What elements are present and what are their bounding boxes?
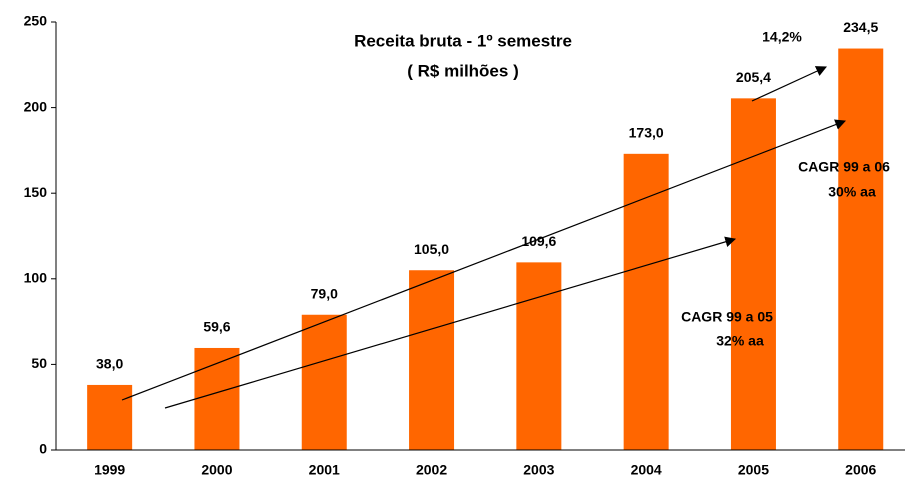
annotation: CAGR 99 a 06 <box>798 159 890 175</box>
y-tick-label: 200 <box>24 98 48 114</box>
value-label: 109,6 <box>521 233 556 249</box>
value-label: 205,4 <box>736 69 771 85</box>
bar <box>516 262 562 450</box>
y-tick-label: 0 <box>39 441 47 457</box>
y-tick-label: 150 <box>24 184 48 200</box>
x-tick-label: 2002 <box>416 462 447 478</box>
x-tick-label: 2004 <box>631 462 662 478</box>
value-label: 105,0 <box>414 241 449 257</box>
x-tick-label: 2003 <box>523 462 554 478</box>
value-label: 173,0 <box>629 125 664 141</box>
bar <box>87 384 133 450</box>
chart-title: Receita bruta - 1º semestre <box>354 31 572 50</box>
bar <box>301 314 347 450</box>
bar <box>730 98 776 451</box>
arrow <box>121 119 847 401</box>
y-tick-label: 250 <box>24 13 48 29</box>
arrows <box>121 66 847 409</box>
x-tick-label: 2000 <box>201 462 232 478</box>
bar <box>409 270 455 450</box>
x-tick-label: 2001 <box>309 462 340 478</box>
y-tick-label: 50 <box>31 355 47 371</box>
annotation: 32% aa <box>716 333 764 349</box>
arrow <box>751 66 827 102</box>
value-label: 234,5 <box>843 19 878 35</box>
value-label: 59,6 <box>203 319 230 335</box>
value-label: 79,0 <box>311 285 338 301</box>
annotation: 30% aa <box>828 184 876 200</box>
arrow <box>164 236 737 409</box>
bar <box>838 48 884 450</box>
bar <box>194 347 240 450</box>
annotation: 14,2% <box>762 29 802 45</box>
x-tick-label: 2005 <box>738 462 769 478</box>
y-tick-label: 100 <box>24 270 48 286</box>
chart-subtitle: ( R$ milhões ) <box>407 61 518 80</box>
x-tick-label: 1999 <box>94 462 125 478</box>
annotation: CAGR 99 a 05 <box>681 309 773 325</box>
x-tick-label: 2006 <box>845 462 876 478</box>
value-label: 38,0 <box>96 356 123 372</box>
